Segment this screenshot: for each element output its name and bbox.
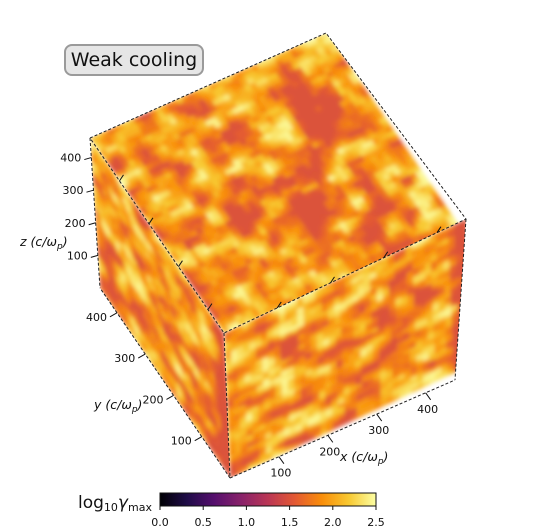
- colorbar-bar: [159, 492, 377, 507]
- colorbar-tick-label: 2.5: [367, 516, 385, 529]
- x-axis-label: x (c/ωp): [339, 449, 388, 467]
- cube-face-front-right: [224, 219, 466, 478]
- cube-face-top: [90, 33, 462, 333]
- y-tick-label: 100: [171, 435, 192, 448]
- cube-face-front-left: [90, 138, 230, 478]
- colorbar-tick-label: 0.0: [151, 516, 169, 529]
- y-tick-label: 200: [142, 393, 163, 406]
- y-tick-label: 400: [86, 311, 107, 324]
- y-tick-mark: [166, 394, 174, 400]
- z-tick-mark: [86, 189, 94, 193]
- top-edge-tick: [207, 303, 213, 310]
- x-tick-mark: [376, 413, 383, 422]
- colorbar-tick-label: 0.5: [194, 516, 212, 529]
- colorbar-tick-label: 2.0: [324, 516, 342, 529]
- colorbar-label: log10γmax: [78, 493, 152, 514]
- z-tick-mark: [88, 222, 96, 226]
- z-tick-label: 400: [60, 152, 81, 165]
- x-tick-label: 400: [417, 403, 438, 416]
- top-edge-tick: [383, 251, 389, 259]
- top-edge-tick: [330, 276, 335, 284]
- y-axis-label: y (c/ωp): [93, 397, 142, 415]
- z-tick-label: 300: [62, 184, 83, 197]
- y-axis-ticks: 100 200 300 400: [86, 311, 202, 448]
- colorbar-ticks: 0.0 0.5 1.0 1.5 2.0 2.5: [151, 506, 385, 529]
- z-axis-label: z (c/ωp): [19, 234, 68, 252]
- z-axis-ticks: 100 200 300 400: [60, 152, 98, 262]
- top-edge-tick: [276, 301, 282, 309]
- x-tick-mark: [327, 435, 334, 443]
- cube-edge-right: [454, 218, 467, 381]
- top-edge-tick: [148, 217, 154, 225]
- y-tick-mark: [109, 312, 118, 318]
- x-tick-label: 200: [319, 445, 340, 458]
- y-tick-mark: [194, 436, 202, 442]
- top-face-ticks: [119, 174, 442, 310]
- colorbar-tick-label: 1.5: [281, 516, 299, 529]
- top-edge-tick: [178, 260, 183, 267]
- colorbar-tick-label: 1.0: [238, 516, 256, 529]
- top-edge-tick: [119, 174, 124, 182]
- z-tick-mark: [90, 254, 98, 258]
- cube-edges: [89, 32, 467, 479]
- x-tick-label: 100: [270, 467, 291, 480]
- z-tick-label: 200: [65, 217, 86, 230]
- x-tick-mark: [278, 456, 285, 464]
- cube-edge-bottom-left: [99, 287, 231, 479]
- x-axis-ticks: 100 200 300 400: [270, 392, 438, 480]
- y-tick-mark: [137, 353, 146, 359]
- z-tick-label: 100: [67, 249, 88, 262]
- y-tick-label: 300: [114, 352, 135, 365]
- x-tick-label: 300: [368, 424, 389, 437]
- panel-label: Weak cooling: [64, 44, 204, 76]
- z-tick-mark: [84, 157, 92, 161]
- top-edge-tick: [436, 226, 442, 233]
- cube-edge-front: [223, 332, 231, 479]
- colorbar: log10γmax 0.0 0.5 1.0 1.5 2.0 2.5: [78, 492, 385, 529]
- cube-edge-bottom-right: [229, 379, 456, 479]
- cube-edge-left: [89, 137, 101, 289]
- x-tick-mark: [425, 392, 432, 401]
